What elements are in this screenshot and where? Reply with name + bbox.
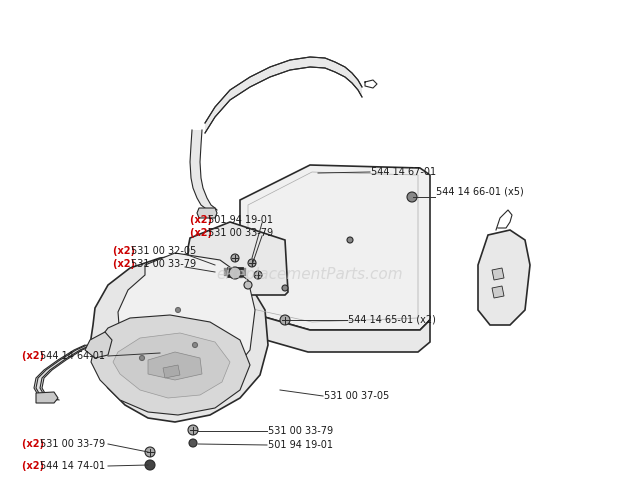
Polygon shape <box>163 365 180 378</box>
Text: 501 94 19-01: 501 94 19-01 <box>268 440 333 450</box>
Circle shape <box>280 315 290 325</box>
Polygon shape <box>36 392 58 403</box>
Text: 531 00 33-79: 531 00 33-79 <box>131 259 197 269</box>
Circle shape <box>347 237 353 243</box>
Text: (x2): (x2) <box>22 351 47 361</box>
Circle shape <box>254 271 262 279</box>
Polygon shape <box>478 230 530 325</box>
Circle shape <box>145 447 155 457</box>
Circle shape <box>231 254 239 262</box>
Polygon shape <box>238 310 430 352</box>
Text: (x2): (x2) <box>22 461 47 471</box>
Text: (x2): (x2) <box>190 215 215 225</box>
Text: (x2): (x2) <box>113 246 138 256</box>
Text: 544 14 67-01: 544 14 67-01 <box>371 167 436 177</box>
Text: 531 00 32-05: 531 00 32-05 <box>131 246 197 256</box>
Circle shape <box>189 439 197 447</box>
Polygon shape <box>85 332 112 358</box>
Text: 531 00 33-79: 531 00 33-79 <box>40 439 105 449</box>
Circle shape <box>140 355 144 360</box>
Text: 544 14 66-01 (x5): 544 14 66-01 (x5) <box>436 187 524 197</box>
Text: 544 14 64-01: 544 14 64-01 <box>40 351 105 361</box>
Circle shape <box>192 343 198 347</box>
Text: 531 00 33-79: 531 00 33-79 <box>208 228 273 238</box>
Polygon shape <box>91 315 250 415</box>
Polygon shape <box>113 333 230 398</box>
Polygon shape <box>118 253 255 385</box>
Circle shape <box>229 267 241 279</box>
Polygon shape <box>240 165 430 330</box>
Polygon shape <box>188 222 288 295</box>
Polygon shape <box>90 255 268 422</box>
Text: (x2): (x2) <box>22 439 47 449</box>
Polygon shape <box>492 268 504 280</box>
Polygon shape <box>34 345 93 400</box>
Circle shape <box>188 425 198 435</box>
Text: 544 14 74-01: 544 14 74-01 <box>40 461 105 471</box>
Circle shape <box>282 285 288 291</box>
Circle shape <box>244 281 252 289</box>
Text: 531 00 33-79: 531 00 33-79 <box>268 426 333 436</box>
Text: 531 00 37-05: 531 00 37-05 <box>324 391 389 401</box>
Text: 501 94 19-01: 501 94 19-01 <box>208 215 273 225</box>
Circle shape <box>145 460 155 470</box>
Polygon shape <box>148 352 202 380</box>
Text: 544 14 65-01 (x2): 544 14 65-01 (x2) <box>348 315 436 325</box>
Text: eReplacementParts.com: eReplacementParts.com <box>216 268 404 283</box>
Circle shape <box>175 307 180 312</box>
Polygon shape <box>205 57 362 133</box>
Polygon shape <box>190 130 217 210</box>
Polygon shape <box>492 286 504 298</box>
Text: (x2): (x2) <box>190 228 215 238</box>
Text: (x2): (x2) <box>113 259 138 269</box>
Circle shape <box>248 259 256 267</box>
Polygon shape <box>197 208 217 218</box>
Circle shape <box>407 192 417 202</box>
